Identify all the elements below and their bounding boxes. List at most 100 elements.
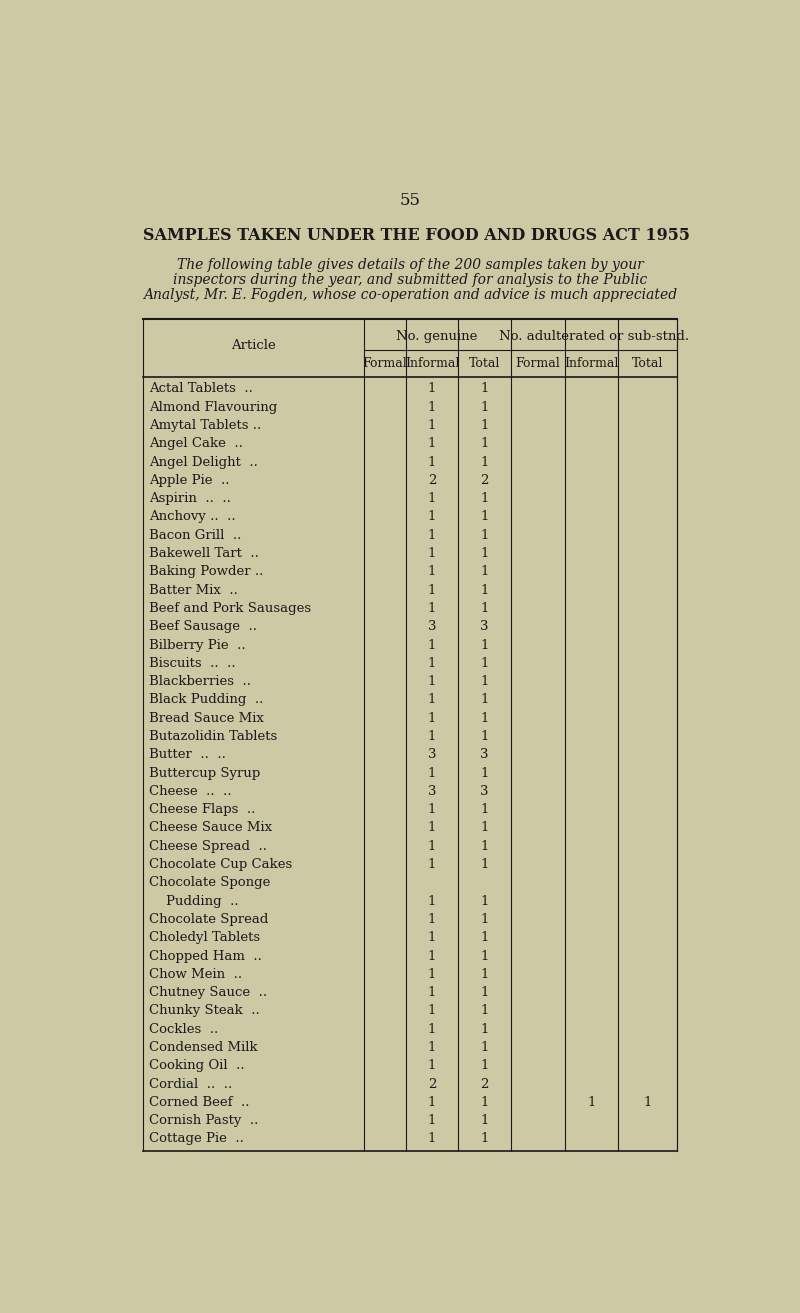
Text: 3: 3	[428, 620, 436, 633]
Text: 1: 1	[428, 492, 436, 506]
Text: Bilberry Pie  ..: Bilberry Pie ..	[149, 638, 246, 651]
Text: No. adulterated or sub-stnd.: No. adulterated or sub-stnd.	[499, 330, 689, 343]
Text: Informal: Informal	[405, 357, 459, 370]
Text: 1: 1	[428, 382, 436, 395]
Text: Formal: Formal	[362, 357, 407, 370]
Text: Bakewell Tart  ..: Bakewell Tart ..	[149, 548, 258, 561]
Text: 1: 1	[428, 840, 436, 852]
Text: 1: 1	[428, 437, 436, 450]
Text: 2: 2	[480, 1078, 489, 1091]
Text: 3: 3	[428, 748, 436, 762]
Text: Chopped Ham  ..: Chopped Ham ..	[149, 949, 262, 962]
Text: Chunky Steak  ..: Chunky Steak ..	[149, 1004, 259, 1018]
Text: Chocolate Sponge: Chocolate Sponge	[149, 876, 270, 889]
Text: Bread Sauce Mix: Bread Sauce Mix	[149, 712, 264, 725]
Text: 1: 1	[480, 804, 489, 817]
Text: Chocolate Cup Cakes: Chocolate Cup Cakes	[149, 859, 292, 871]
Text: Amytal Tablets ..: Amytal Tablets ..	[149, 419, 261, 432]
Text: 1: 1	[480, 1060, 489, 1073]
Text: 1: 1	[480, 511, 489, 524]
Text: 1: 1	[480, 1023, 489, 1036]
Text: 1: 1	[480, 767, 489, 780]
Text: Cheese Flaps  ..: Cheese Flaps ..	[149, 804, 255, 817]
Text: Analyst, Mr. E. Fogden, whose co-operation and advice is much appreciated: Analyst, Mr. E. Fogden, whose co-operati…	[143, 289, 677, 302]
Text: 1: 1	[480, 437, 489, 450]
Text: 1: 1	[480, 548, 489, 561]
Text: Total: Total	[469, 357, 500, 370]
Text: 1: 1	[480, 894, 489, 907]
Text: Angel Cake  ..: Angel Cake ..	[149, 437, 242, 450]
Text: Beef and Pork Sausages: Beef and Pork Sausages	[149, 601, 311, 614]
Text: 1: 1	[480, 566, 489, 578]
Text: 1: 1	[480, 1004, 489, 1018]
Text: Butter  ..  ..: Butter .. ..	[149, 748, 226, 762]
Text: 2: 2	[480, 474, 489, 487]
Text: Cottage Pie  ..: Cottage Pie ..	[149, 1133, 244, 1145]
Text: Baking Powder ..: Baking Powder ..	[149, 566, 263, 578]
Text: 1: 1	[643, 1096, 652, 1109]
Text: Biscuits  ..  ..: Biscuits .. ..	[149, 656, 235, 670]
Text: Choledyl Tablets: Choledyl Tablets	[149, 931, 260, 944]
Text: 1: 1	[428, 548, 436, 561]
Text: 55: 55	[399, 192, 421, 209]
Text: Cornish Pasty  ..: Cornish Pasty ..	[149, 1115, 258, 1127]
Text: 1: 1	[587, 1096, 595, 1109]
Text: Blackberries  ..: Blackberries ..	[149, 675, 251, 688]
Text: Cooking Oil  ..: Cooking Oil ..	[149, 1060, 245, 1073]
Text: 1: 1	[480, 1041, 489, 1054]
Text: Aspirin  ..  ..: Aspirin .. ..	[149, 492, 230, 506]
Text: 1: 1	[428, 712, 436, 725]
Text: 1: 1	[428, 419, 436, 432]
Text: 1: 1	[480, 400, 489, 414]
Text: 1: 1	[428, 1133, 436, 1145]
Text: 1: 1	[428, 1023, 436, 1036]
Text: Anchovy ..  ..: Anchovy .. ..	[149, 511, 235, 524]
Text: Chutney Sauce  ..: Chutney Sauce ..	[149, 986, 267, 999]
Text: Chocolate Spread: Chocolate Spread	[149, 913, 268, 926]
Text: Cordial  ..  ..: Cordial .. ..	[149, 1078, 232, 1091]
Text: 2: 2	[428, 1078, 436, 1091]
Text: 1: 1	[428, 584, 436, 596]
Text: 1: 1	[480, 693, 489, 706]
Text: 1: 1	[480, 675, 489, 688]
Text: 1: 1	[480, 822, 489, 835]
Text: 1: 1	[480, 840, 489, 852]
Text: 1: 1	[480, 456, 489, 469]
Text: 1: 1	[428, 949, 436, 962]
Text: Buttercup Syrup: Buttercup Syrup	[149, 767, 260, 780]
Text: Batter Mix  ..: Batter Mix ..	[149, 584, 238, 596]
Text: 1: 1	[428, 1115, 436, 1127]
Text: 3: 3	[480, 748, 489, 762]
Text: 1: 1	[428, 693, 436, 706]
Text: 1: 1	[428, 931, 436, 944]
Text: 1: 1	[480, 638, 489, 651]
Text: Butazolidin Tablets: Butazolidin Tablets	[149, 730, 277, 743]
Text: 1: 1	[428, 529, 436, 542]
Text: 1: 1	[480, 492, 489, 506]
Text: Almond Flavouring: Almond Flavouring	[149, 400, 277, 414]
Text: Pudding  ..: Pudding ..	[149, 894, 238, 907]
Text: 1: 1	[480, 529, 489, 542]
Text: SAMPLES TAKEN UNDER THE FOOD AND DRUGS ACT 1955: SAMPLES TAKEN UNDER THE FOOD AND DRUGS A…	[142, 227, 690, 244]
Text: Cockles  ..: Cockles ..	[149, 1023, 218, 1036]
Text: 1: 1	[428, 804, 436, 817]
Text: 1: 1	[480, 986, 489, 999]
Text: 1: 1	[428, 656, 436, 670]
Text: Total: Total	[632, 357, 663, 370]
Text: Formal: Formal	[515, 357, 560, 370]
Text: 1: 1	[480, 1133, 489, 1145]
Text: Cheese  ..  ..: Cheese .. ..	[149, 785, 231, 798]
Text: Informal: Informal	[564, 357, 618, 370]
Text: Corned Beef  ..: Corned Beef ..	[149, 1096, 250, 1109]
Text: The following table gives details of the 200 samples taken by your: The following table gives details of the…	[177, 257, 643, 272]
Text: 3: 3	[480, 620, 489, 633]
Text: 1: 1	[480, 859, 489, 871]
Text: 1: 1	[428, 1041, 436, 1054]
Text: 1: 1	[480, 712, 489, 725]
Text: 1: 1	[428, 675, 436, 688]
Text: Beef Sausage  ..: Beef Sausage ..	[149, 620, 257, 633]
Text: inspectors during the year, and submitted for analysis to the Public: inspectors during the year, and submitte…	[173, 273, 647, 288]
Text: Condensed Milk: Condensed Milk	[149, 1041, 258, 1054]
Text: 3: 3	[480, 785, 489, 798]
Text: 1: 1	[428, 894, 436, 907]
